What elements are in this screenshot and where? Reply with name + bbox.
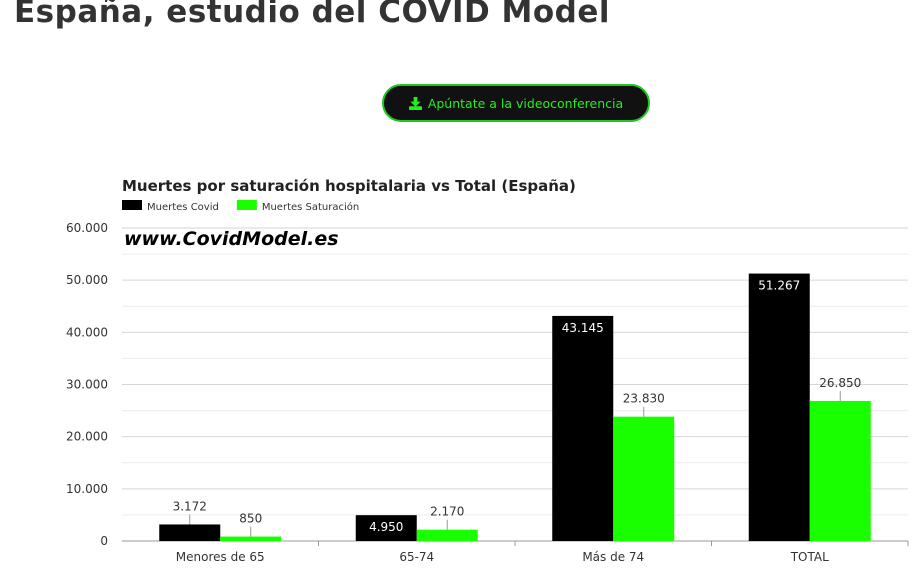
data-label: 26.850 bbox=[819, 376, 861, 390]
page-title: España, estudio del COVID Model bbox=[14, 0, 611, 30]
data-label: 850 bbox=[239, 512, 262, 526]
legend-label-1: Muertes Saturación bbox=[262, 201, 359, 213]
data-label: 2.170 bbox=[430, 505, 464, 519]
y-tick-label: 0 bbox=[100, 534, 108, 548]
cta-label: Apúntate a la videoconferencia bbox=[427, 95, 624, 111]
legend-swatch-1 bbox=[236, 200, 257, 210]
y-tick-label: 50.000 bbox=[66, 273, 108, 287]
x-tick-label: TOTAL bbox=[790, 550, 829, 564]
chart-title: Muertes por saturación hospitalaria vs T… bbox=[122, 177, 576, 195]
bar bbox=[809, 400, 871, 541]
bar bbox=[159, 524, 221, 541]
bar bbox=[613, 416, 675, 541]
legend-label-0: Muertes Covid bbox=[147, 202, 219, 213]
videoconference-signup-button[interactable]: Apúntate a la videoconferencia bbox=[382, 84, 650, 122]
x-tick-label: Menores de 65 bbox=[176, 550, 265, 564]
y-tick-label: 30.000 bbox=[66, 378, 108, 392]
y-tick-label: 60.000 bbox=[66, 221, 108, 235]
x-tick-label: Más de 74 bbox=[582, 550, 644, 564]
data-label: 4.950 bbox=[369, 520, 403, 534]
bar bbox=[220, 536, 282, 541]
bar bbox=[748, 273, 810, 541]
y-tick-label: 20.000 bbox=[66, 430, 108, 444]
y-tick-label: 10.000 bbox=[66, 482, 108, 496]
data-label: 23.830 bbox=[623, 392, 665, 406]
bar bbox=[355, 515, 417, 541]
data-label: 51.267 bbox=[758, 279, 800, 293]
data-label: 3.172 bbox=[173, 499, 207, 513]
bar bbox=[416, 529, 478, 541]
y-tick-label: 40.000 bbox=[66, 325, 108, 339]
x-tick-label: 65-74 bbox=[399, 550, 434, 564]
watermark-text: www.CovidModel.es bbox=[124, 228, 339, 250]
bar bbox=[552, 315, 614, 541]
download-icon bbox=[408, 96, 422, 110]
legend-swatch-0 bbox=[122, 200, 142, 210]
data-label: 43.145 bbox=[562, 321, 604, 335]
